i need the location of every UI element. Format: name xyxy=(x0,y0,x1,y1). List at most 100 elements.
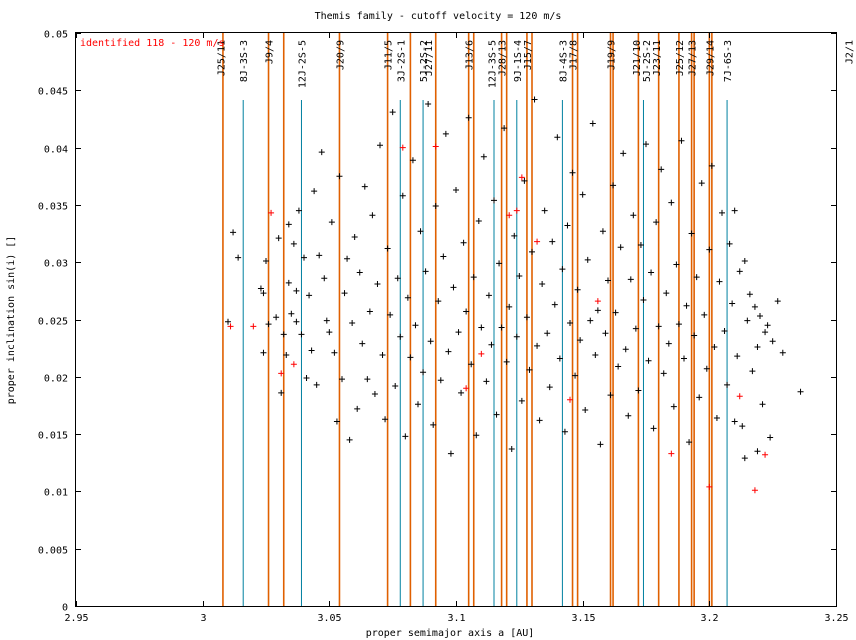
family-member-point xyxy=(724,381,731,388)
family-member-point xyxy=(445,348,452,355)
family-member-point xyxy=(779,349,786,356)
family-member-point xyxy=(594,307,601,314)
family-member-point xyxy=(326,329,333,336)
family-member-point xyxy=(397,333,404,340)
resonance-label: 9J-1S-4 xyxy=(513,40,524,82)
family-member-point xyxy=(686,439,693,446)
family-member-point xyxy=(280,331,287,338)
y-tick-label: 0.01 xyxy=(44,488,68,499)
family-member-point xyxy=(427,338,434,345)
family-member-point xyxy=(534,342,541,349)
family-member-point xyxy=(485,292,492,299)
family-member-point xyxy=(399,192,406,199)
family-member-point xyxy=(741,258,748,265)
family-member-point xyxy=(290,240,297,247)
family-member-point xyxy=(306,292,313,299)
family-member-point xyxy=(285,221,292,228)
family-member-point xyxy=(447,450,454,457)
family-member-point xyxy=(678,137,685,144)
identified-point xyxy=(227,323,234,330)
family-member-point xyxy=(488,341,495,348)
axes: 2.95 3 3.05 3.1 3.15 3.2 3.25 0 0.005 0.01 0.015 0.… xyxy=(38,30,849,625)
family-member-point xyxy=(311,188,318,195)
family-member-point xyxy=(475,217,482,224)
family-member-point xyxy=(369,212,376,219)
x-tick-label: 3.15 xyxy=(571,613,595,624)
family-member-point xyxy=(442,130,449,137)
family-member-point xyxy=(384,245,391,252)
family-member-point xyxy=(726,240,733,247)
family-member-point xyxy=(797,388,804,395)
family-member-point xyxy=(630,212,637,219)
family-member-point xyxy=(708,162,715,169)
family-member-point xyxy=(536,417,543,424)
family-member-point xyxy=(435,298,442,305)
family-member-point xyxy=(263,258,269,265)
family-member-point xyxy=(736,268,743,275)
family-member-point xyxy=(351,233,358,240)
family-member-point xyxy=(617,244,624,251)
y-tick-label: 0.035 xyxy=(38,202,68,213)
x-tick-label: 3.05 xyxy=(317,613,341,624)
family-member-point xyxy=(460,239,467,246)
identified-point xyxy=(518,174,525,181)
identified-point xyxy=(432,143,439,150)
family-member-point xyxy=(759,401,766,408)
family-member-point xyxy=(615,363,622,370)
family-member-point xyxy=(751,303,758,310)
family-member-point xyxy=(341,290,348,297)
family-member-point xyxy=(549,238,556,245)
family-member-point xyxy=(470,274,477,281)
family-member-point xyxy=(389,109,396,116)
family-member-point xyxy=(498,324,505,331)
family-member-point xyxy=(729,300,736,307)
y-tick-label: 0.04 xyxy=(44,145,68,156)
family-member-point xyxy=(589,120,596,127)
family-member-point xyxy=(303,374,310,381)
family-member-point xyxy=(404,294,411,301)
identified-point xyxy=(290,361,297,368)
family-member-point xyxy=(620,150,627,157)
family-member-point xyxy=(295,207,302,214)
legend-entry-identified: identified 118 - 120 m/s xyxy=(80,38,225,49)
family-member-point xyxy=(491,197,497,204)
family-member-point xyxy=(511,232,518,239)
family-member-point xyxy=(688,230,695,237)
family-member-point xyxy=(637,242,644,249)
resonance-label: J21/10 xyxy=(632,40,643,76)
family-member-point xyxy=(318,149,325,156)
family-member-point xyxy=(597,441,604,448)
family-member-point xyxy=(643,141,649,148)
family-member-point xyxy=(632,325,639,332)
x-tick-label: 3 xyxy=(200,613,206,624)
y-tick-label: 0.015 xyxy=(38,431,68,442)
family-member-point xyxy=(283,352,290,359)
data-points xyxy=(225,96,804,494)
resonance-labels: J25/11 8J-3S-3 J9/4 12J-2S-5 J20/9 J11/5 3J-2S… xyxy=(216,40,855,88)
family-member-point xyxy=(465,114,472,121)
family-member-point xyxy=(693,274,700,281)
identified-point xyxy=(506,212,513,219)
family-member-point xyxy=(665,340,672,347)
identified-point xyxy=(463,385,470,392)
family-member-point xyxy=(574,286,581,293)
family-member-point xyxy=(458,389,465,396)
family-member-point xyxy=(415,401,421,408)
family-member-point xyxy=(301,254,307,261)
family-member-point xyxy=(734,353,741,360)
family-member-point xyxy=(559,266,566,273)
family-member-point xyxy=(361,183,368,190)
family-member-point xyxy=(607,392,614,399)
family-member-point xyxy=(587,317,594,324)
resonance-label: J27/13 xyxy=(688,40,699,76)
family-member-point xyxy=(767,434,774,441)
family-member-point xyxy=(293,318,300,325)
resonance-label: 3J-2S-1 xyxy=(396,40,407,82)
family-member-point xyxy=(577,337,584,344)
family-member-point xyxy=(407,354,414,361)
family-member-point xyxy=(483,378,490,385)
family-member-point xyxy=(333,418,340,425)
resonance-label: J15/7 xyxy=(523,40,534,70)
family-member-point xyxy=(582,407,589,414)
